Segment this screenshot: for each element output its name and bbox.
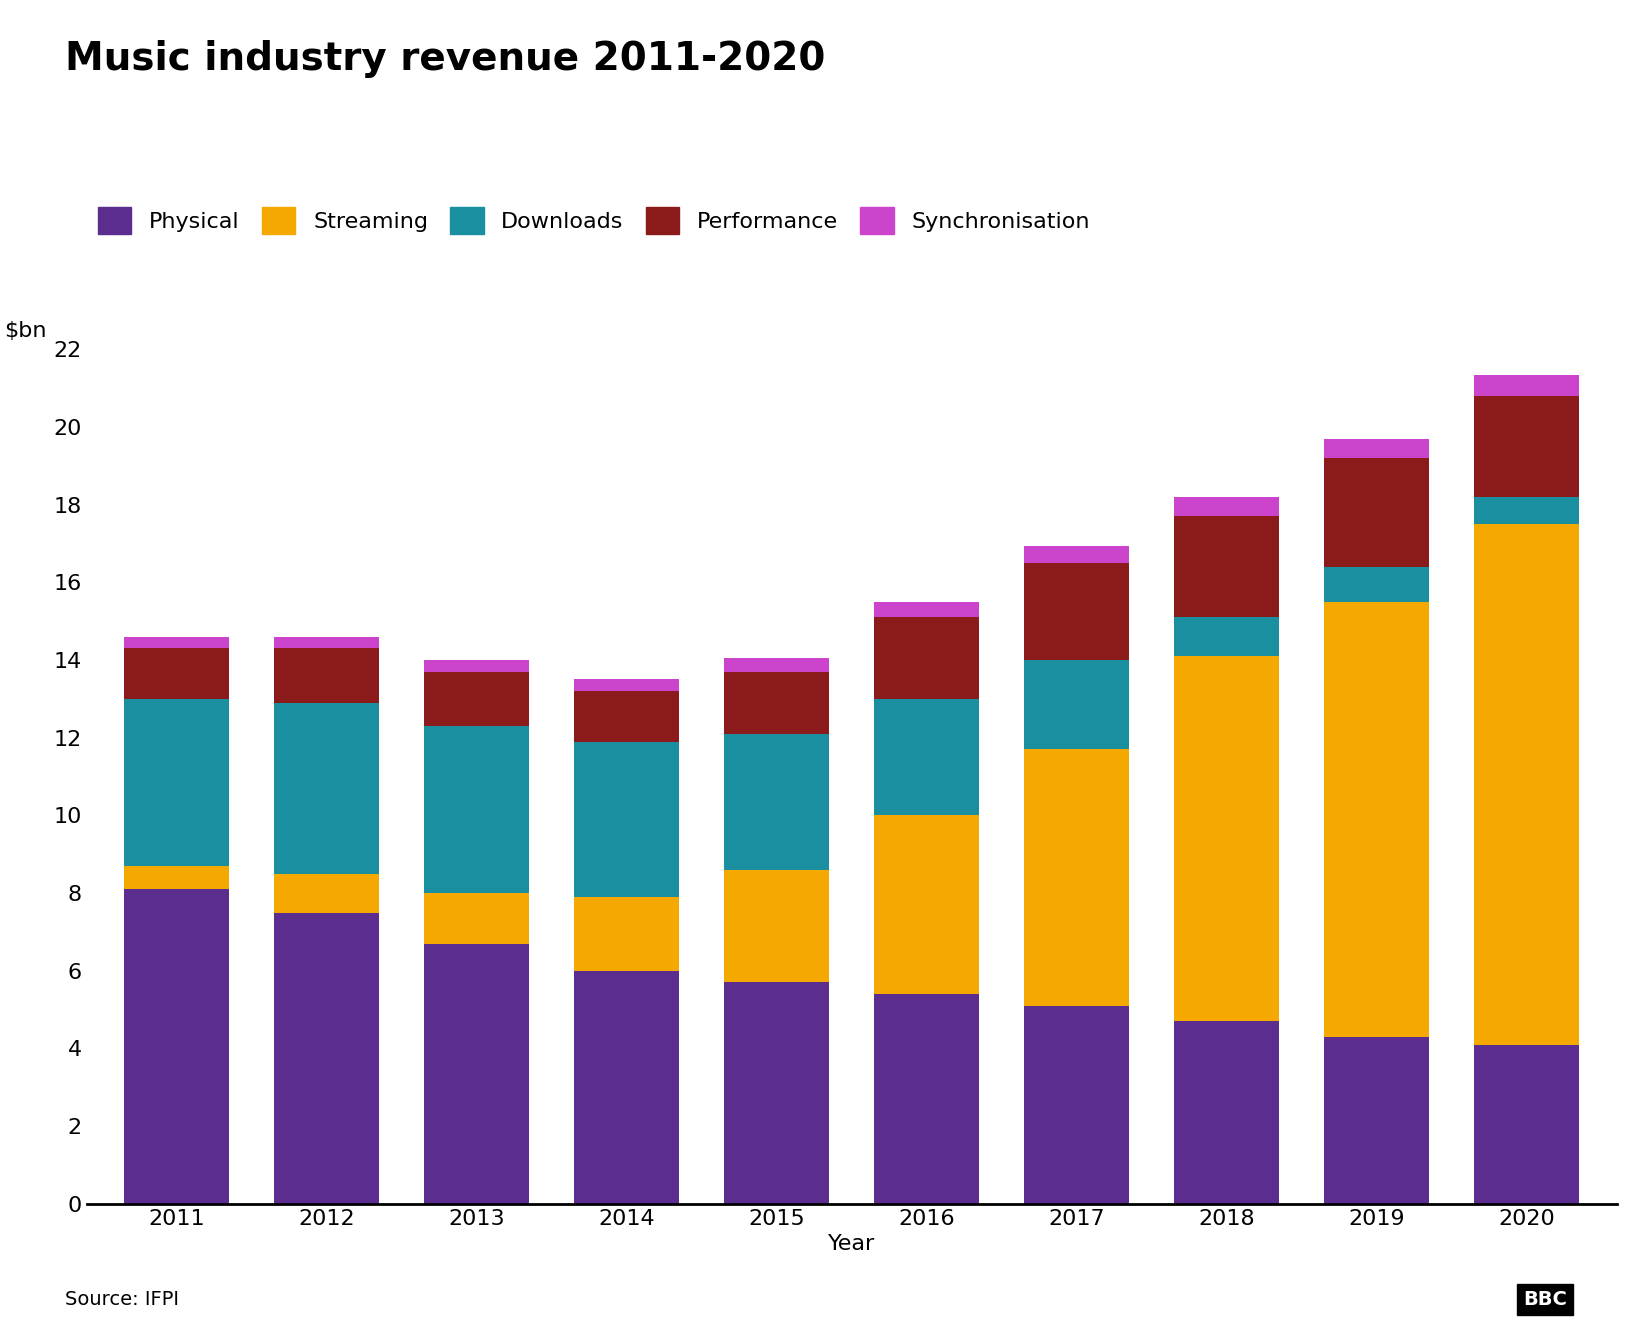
Bar (574, 896, 679, 971)
Bar (274, 703, 379, 874)
Bar (274, 912, 379, 1204)
Y-axis label: $bn: $bn (5, 321, 47, 341)
X-axis label: Year: Year (829, 1234, 875, 1255)
Bar (124, 890, 230, 1204)
Bar (1175, 617, 1279, 656)
Bar (574, 971, 679, 1204)
Bar (1325, 438, 1430, 458)
Bar (574, 691, 679, 741)
Bar (875, 617, 979, 699)
Text: BBC: BBC (1523, 1291, 1567, 1309)
Bar (274, 648, 379, 703)
Bar (1025, 545, 1129, 562)
Bar (574, 680, 679, 691)
Bar (1025, 749, 1129, 1006)
Bar (875, 815, 979, 994)
Bar (124, 699, 230, 866)
Bar (725, 672, 829, 733)
Bar (1474, 497, 1580, 524)
Bar (1474, 374, 1580, 395)
Bar (274, 874, 379, 912)
Bar (725, 733, 829, 870)
Bar (1325, 458, 1430, 566)
Bar (875, 699, 979, 815)
Text: Music industry revenue 2011-2020: Music industry revenue 2011-2020 (65, 40, 826, 77)
Bar (1325, 566, 1430, 601)
Bar (1175, 656, 1279, 1021)
Bar (875, 601, 979, 617)
Bar (1175, 1021, 1279, 1204)
Bar (574, 741, 679, 896)
Bar (725, 982, 829, 1204)
Bar (274, 637, 379, 648)
Bar (1025, 562, 1129, 660)
Bar (124, 637, 230, 648)
Bar (424, 725, 529, 892)
Bar (424, 660, 529, 672)
Legend: Physical, Streaming, Downloads, Performance, Synchronisation: Physical, Streaming, Downloads, Performa… (98, 207, 1090, 234)
Bar (1175, 497, 1279, 517)
Text: Source: IFPI: Source: IFPI (65, 1291, 180, 1309)
Bar (1325, 601, 1430, 1037)
Bar (1474, 395, 1580, 497)
Bar (424, 943, 529, 1204)
Bar (424, 672, 529, 725)
Bar (725, 659, 829, 672)
Bar (1474, 524, 1580, 1045)
Bar (124, 866, 230, 890)
Bar (875, 994, 979, 1204)
Bar (1175, 517, 1279, 617)
Bar (725, 870, 829, 982)
Bar (1474, 1045, 1580, 1204)
Bar (1025, 660, 1129, 749)
Bar (124, 648, 230, 699)
Bar (1325, 1037, 1430, 1204)
Bar (424, 892, 529, 943)
Bar (1025, 1006, 1129, 1204)
